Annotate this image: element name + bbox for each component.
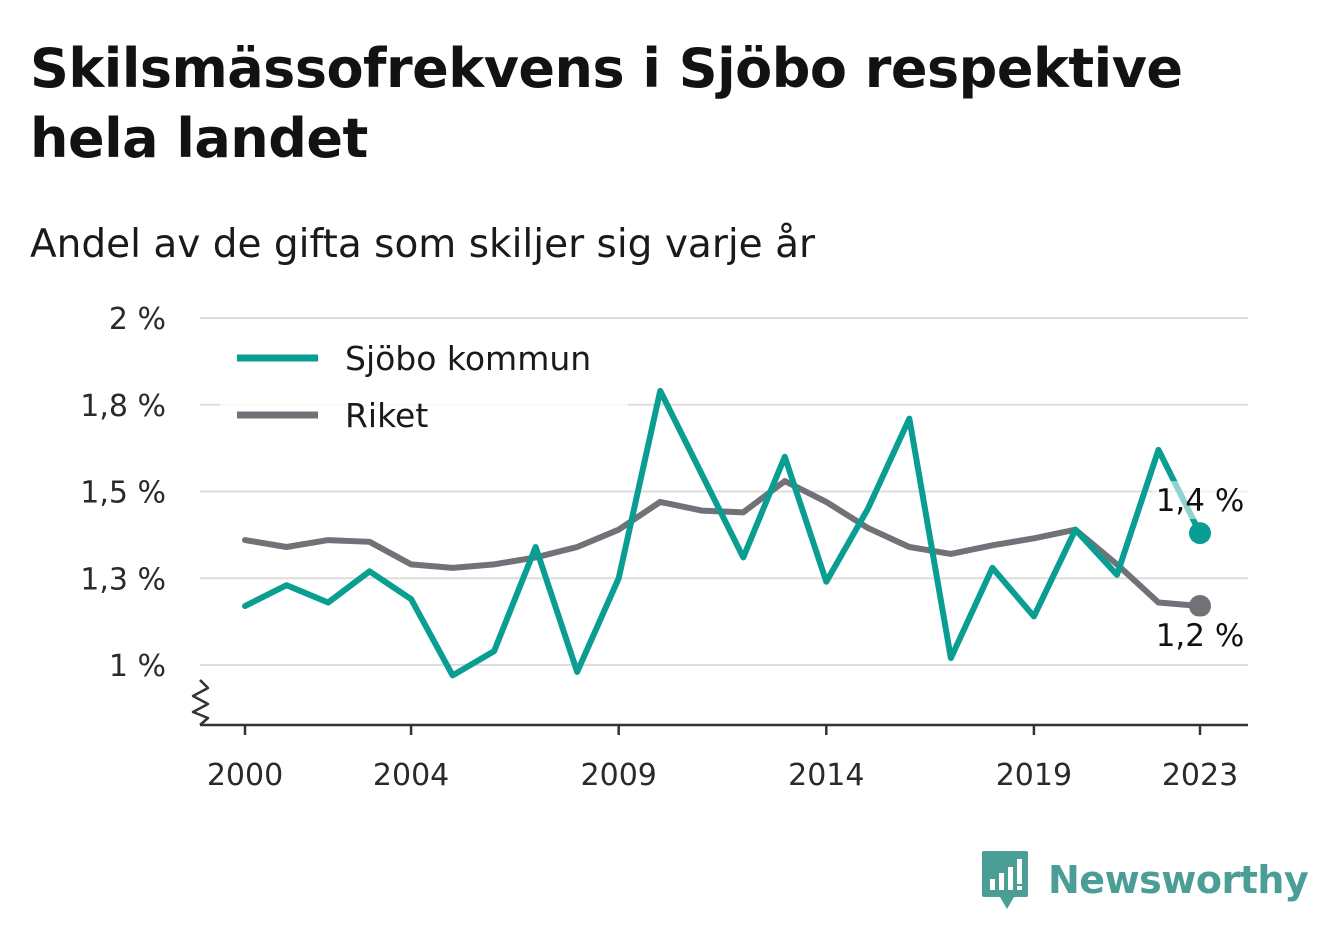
x-tick-label: 2000 [207, 758, 283, 793]
series-line [242, 387, 1203, 679]
series-lines [242, 387, 1203, 679]
end-label-background [1152, 616, 1248, 655]
y-tick-label: 1,3 % [80, 562, 166, 597]
x-axis-labels: 2000 2004 2009 2014 2019 2023 [207, 758, 1238, 793]
y-tick-label: 1,8 % [80, 389, 166, 424]
y-tick-label: 2 % [109, 302, 166, 337]
end-point [1189, 595, 1211, 618]
chart-title: Skilsmässofrekvens i Sjöbo respektive he… [30, 37, 1183, 170]
end-point [1189, 522, 1211, 545]
y-tick-label: 1 % [109, 649, 166, 684]
x-tick-label: 2019 [996, 758, 1072, 793]
end-label-background [1152, 481, 1248, 520]
x-tick-label: 2014 [788, 758, 864, 793]
chart-subtitle: Andel av de gifta som skiljer sig varje … [30, 222, 816, 267]
legend-label: Riket [345, 396, 428, 435]
legend: Sjöbo kommun Riket [220, 330, 628, 445]
end-label: 1,4 % [1156, 483, 1245, 519]
legend-label: Sjöbo kommun [345, 339, 591, 378]
y-tick-label: 1,5 % [80, 476, 166, 511]
x-axis [191, 679, 1248, 735]
x-tick-label: 2004 [373, 758, 449, 793]
axis-break-icon [191, 679, 210, 726]
y-axis-labels: 1 % 1,3 % 1,5 % 1,8 % 2 % [80, 302, 166, 684]
legend-background [220, 330, 628, 445]
end-labels: 1,4 % 1,2 % [1152, 481, 1248, 655]
x-tick-label: 2009 [581, 758, 657, 793]
brand-name: Newsworthy [1048, 858, 1309, 902]
bar-chart-icon [982, 851, 1028, 909]
x-tick-label: 2023 [1162, 758, 1238, 793]
brand-logo: Newsworthy [980, 848, 1309, 912]
end-label: 1,2 % [1156, 618, 1245, 654]
